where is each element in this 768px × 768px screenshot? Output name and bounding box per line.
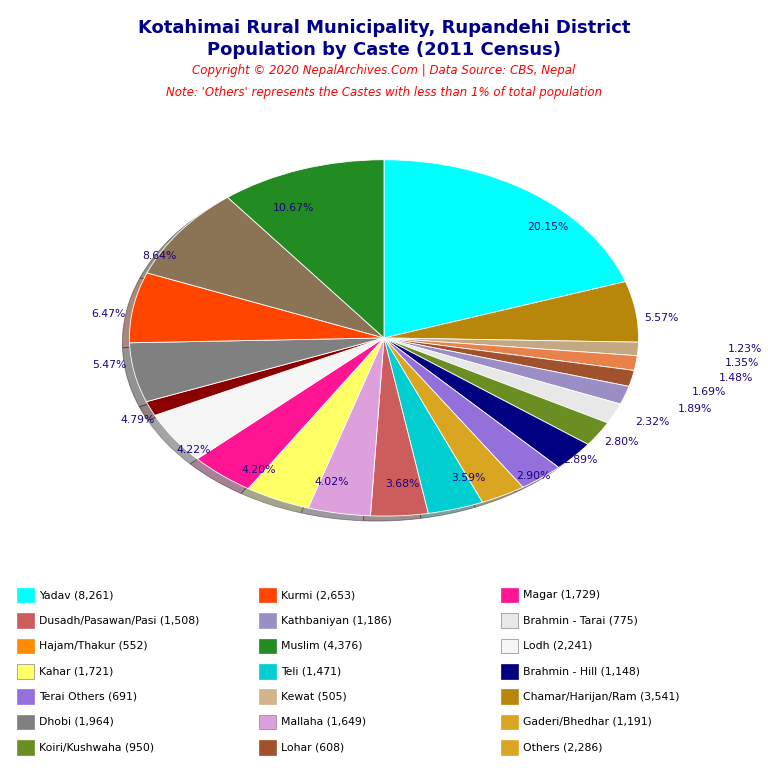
Text: Koiri/Kushwaha (950): Koiri/Kushwaha (950) (39, 742, 154, 753)
Text: Magar (1,729): Magar (1,729) (523, 590, 600, 601)
Text: Others (2,286): Others (2,286) (523, 742, 603, 753)
Wedge shape (384, 282, 638, 343)
Text: Lohar (608): Lohar (608) (281, 742, 344, 753)
Wedge shape (130, 273, 384, 343)
Text: 4.02%: 4.02% (314, 476, 349, 487)
Text: Note: 'Others' represents the Castes with less than 1% of total population: Note: 'Others' represents the Castes wit… (166, 86, 602, 99)
Text: Kahar (1,721): Kahar (1,721) (39, 666, 114, 677)
Wedge shape (248, 338, 384, 508)
Wedge shape (130, 338, 384, 402)
Text: Kewat (505): Kewat (505) (281, 691, 347, 702)
Text: 1.69%: 1.69% (692, 387, 727, 397)
Text: Lodh (2,241): Lodh (2,241) (523, 641, 592, 651)
Text: Kurmi (2,653): Kurmi (2,653) (281, 590, 356, 601)
Text: Kathbaniyan (1,186): Kathbaniyan (1,186) (281, 615, 392, 626)
Text: 3.59%: 3.59% (451, 473, 485, 483)
Wedge shape (370, 338, 429, 516)
Text: Muslim (4,376): Muslim (4,376) (281, 641, 362, 651)
Text: 5.47%: 5.47% (92, 359, 127, 369)
Text: Brahmin - Tarai (775): Brahmin - Tarai (775) (523, 615, 638, 626)
Text: Dusadh/Pasawan/Pasi (1,508): Dusadh/Pasawan/Pasi (1,508) (39, 615, 200, 626)
Text: Kotahimai Rural Municipality, Rupandehi District: Kotahimai Rural Municipality, Rupandehi … (137, 19, 631, 37)
Wedge shape (384, 338, 638, 356)
Text: Teli (1,471): Teli (1,471) (281, 666, 341, 677)
Wedge shape (384, 338, 558, 487)
Wedge shape (155, 338, 384, 459)
Wedge shape (384, 338, 634, 386)
Text: 4.20%: 4.20% (242, 465, 276, 475)
Text: 3.68%: 3.68% (385, 478, 419, 488)
Text: 6.47%: 6.47% (91, 310, 125, 319)
Wedge shape (227, 160, 384, 338)
Text: Yadav (8,261): Yadav (8,261) (39, 590, 114, 601)
Text: 8.64%: 8.64% (143, 251, 177, 261)
Wedge shape (197, 338, 384, 488)
Wedge shape (384, 338, 607, 445)
Text: Copyright © 2020 NepalArchives.Com | Data Source: CBS, Nepal: Copyright © 2020 NepalArchives.Com | Dat… (192, 64, 576, 77)
Text: 2.80%: 2.80% (604, 436, 639, 447)
Text: 1.48%: 1.48% (719, 373, 753, 383)
Text: Brahmin - Hill (1,148): Brahmin - Hill (1,148) (523, 666, 640, 677)
Wedge shape (308, 338, 384, 516)
Wedge shape (384, 338, 637, 370)
Text: 2.32%: 2.32% (635, 417, 669, 427)
Text: Chamar/Harijan/Ram (3,541): Chamar/Harijan/Ram (3,541) (523, 691, 680, 702)
Text: 20.15%: 20.15% (527, 222, 568, 232)
Text: Hajam/Thakur (552): Hajam/Thakur (552) (39, 641, 147, 651)
Text: 2.90%: 2.90% (515, 471, 550, 481)
Wedge shape (384, 338, 523, 502)
Text: 10.67%: 10.67% (273, 204, 314, 214)
Text: 4.79%: 4.79% (121, 415, 155, 425)
Text: 1.35%: 1.35% (725, 358, 759, 368)
Wedge shape (147, 197, 384, 338)
Text: 1.23%: 1.23% (727, 344, 762, 354)
Text: 2.89%: 2.89% (564, 455, 598, 465)
Text: 1.89%: 1.89% (678, 405, 712, 415)
Wedge shape (384, 338, 482, 513)
Wedge shape (384, 338, 588, 468)
Text: Population by Caste (2011 Census): Population by Caste (2011 Census) (207, 41, 561, 58)
Wedge shape (384, 338, 621, 423)
Wedge shape (384, 338, 629, 404)
Text: 4.22%: 4.22% (177, 445, 210, 455)
Wedge shape (147, 338, 384, 415)
Text: Gaderi/Bhedhar (1,191): Gaderi/Bhedhar (1,191) (523, 717, 652, 727)
Wedge shape (384, 160, 625, 338)
Text: Dhobi (1,964): Dhobi (1,964) (39, 717, 114, 727)
Text: Terai Others (691): Terai Others (691) (39, 691, 137, 702)
Text: Mallaha (1,649): Mallaha (1,649) (281, 717, 366, 727)
Text: 5.57%: 5.57% (644, 313, 678, 323)
